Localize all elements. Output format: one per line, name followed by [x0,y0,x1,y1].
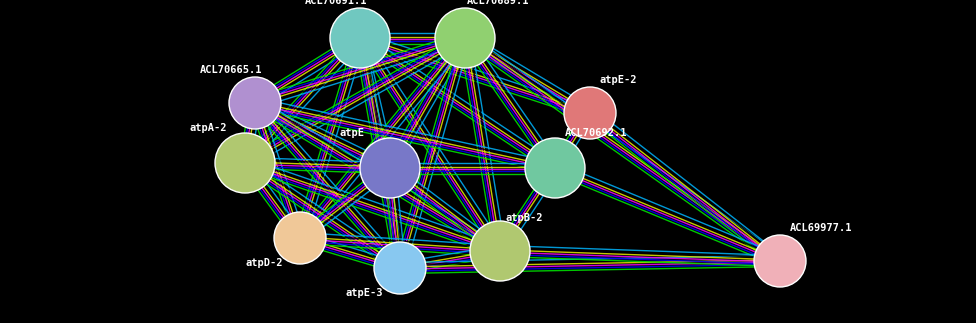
Text: ACL70665.1: ACL70665.1 [200,65,263,75]
Text: atpA-2: atpA-2 [190,123,227,133]
Text: ACL70692.1: ACL70692.1 [565,128,628,138]
Circle shape [564,87,616,139]
Text: atpE: atpE [340,128,365,138]
Circle shape [215,133,275,193]
Circle shape [435,8,495,68]
Circle shape [374,242,426,294]
Text: atpB-2: atpB-2 [505,213,543,223]
Text: ACL70689.1: ACL70689.1 [467,0,530,6]
Circle shape [470,221,530,281]
Text: atpD-2: atpD-2 [245,258,282,268]
Circle shape [360,138,420,198]
Text: ACL69977.1: ACL69977.1 [790,223,852,233]
Circle shape [229,77,281,129]
Text: atpE-2: atpE-2 [600,75,637,85]
Circle shape [754,235,806,287]
Text: ACL70691.1: ACL70691.1 [305,0,368,6]
Circle shape [274,212,326,264]
Text: atpE-3: atpE-3 [345,288,383,298]
Circle shape [525,138,585,198]
Circle shape [330,8,390,68]
